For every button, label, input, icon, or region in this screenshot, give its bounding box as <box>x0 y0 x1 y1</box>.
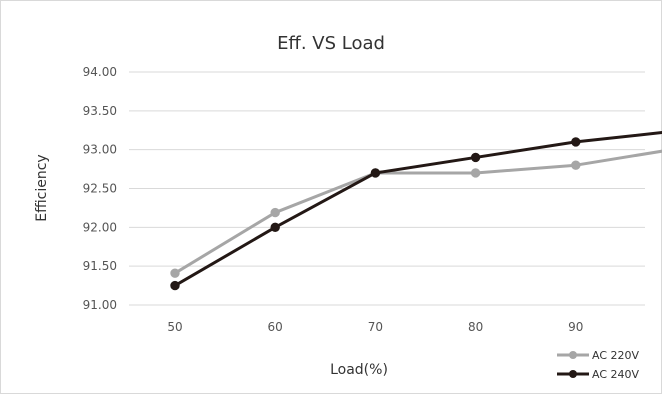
data-point <box>470 152 481 163</box>
y-tick-label: 91.00 <box>83 298 117 312</box>
legend: AC 220V AC 240V <box>557 349 640 381</box>
data-point <box>571 137 581 147</box>
data-point <box>470 168 481 178</box>
x-tick-label: 80 <box>468 320 483 334</box>
x-tick-label: 50 <box>167 320 182 334</box>
y-tick-label: 91.50 <box>83 259 117 273</box>
data-point <box>571 160 581 170</box>
y-tick-label: 93.00 <box>83 143 117 157</box>
y-tick-label: 92.00 <box>83 220 117 234</box>
data-point <box>170 268 180 278</box>
legend-marker <box>569 351 577 359</box>
data-point <box>270 207 280 218</box>
series-line-0 <box>173 149 662 275</box>
legend-label: AC 240V <box>592 368 640 381</box>
series-line-1 <box>173 131 662 288</box>
y-tick-label: 93.50 <box>83 104 117 118</box>
series-layer <box>170 131 662 291</box>
y-axis-label: Efficiency <box>34 154 50 221</box>
x-tick-label: 60 <box>268 320 283 334</box>
data-point <box>270 222 280 233</box>
x-axis-label: Load(%) <box>330 362 388 378</box>
x-axis-ticks: 5060708090100 <box>167 320 583 334</box>
y-tick-label: 92.50 <box>83 182 117 196</box>
data-point <box>170 280 180 291</box>
chart-title: Eff. VS Load <box>277 33 385 54</box>
legend-marker <box>569 370 577 378</box>
x-tick-label: 90 <box>568 320 583 334</box>
grid-lines <box>129 71 645 306</box>
data-point <box>370 168 381 178</box>
x-tick-label: 70 <box>368 320 383 334</box>
y-axis-ticks: 91.00 91.50 92.00 92.50 93.00 93.50 94.00 <box>83 65 117 312</box>
y-tick-label: 94.00 <box>83 65 117 79</box>
legend-label: AC 220V <box>592 349 640 362</box>
